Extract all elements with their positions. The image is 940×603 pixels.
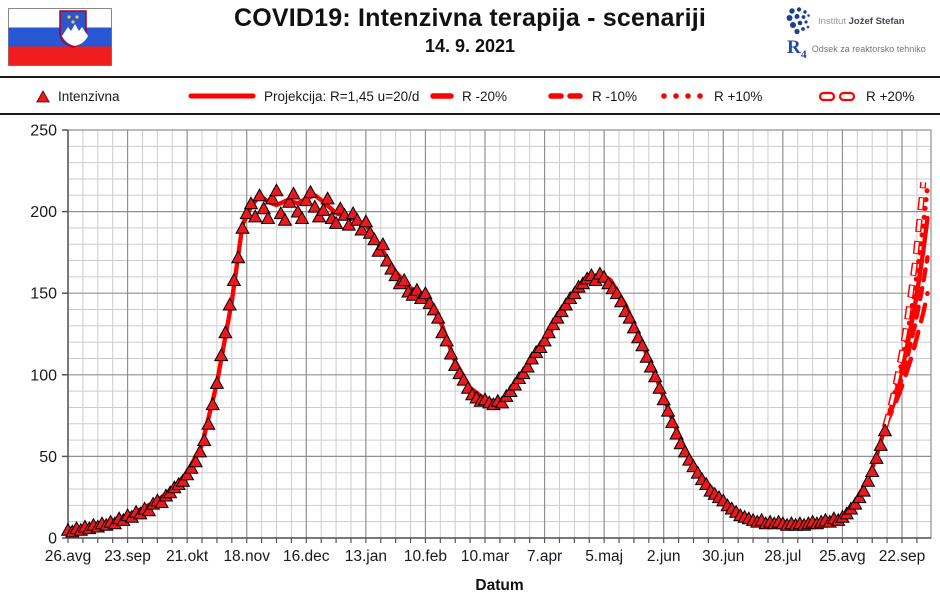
double-dash-icon	[548, 93, 583, 99]
svg-text:21.okt: 21.okt	[166, 548, 209, 565]
institute-name: Institut Jožef Stefan	[818, 15, 905, 27]
svg-text:22.sep: 22.sep	[879, 548, 926, 565]
svg-text:50: 50	[39, 449, 57, 466]
svg-text:250: 250	[30, 123, 57, 140]
legend-item-label: Intenzivna	[58, 88, 120, 104]
svg-text:13.jan: 13.jan	[345, 548, 387, 565]
institute-dots-icon	[786, 7, 810, 35]
svg-text:Datum: Datum	[475, 577, 523, 594]
slovenia-coat-of-arms-icon	[59, 10, 88, 48]
slovenia-flag	[8, 8, 112, 66]
legend-bar: Intenzivna Projekcija: R=1,45 u=20/d R -…	[0, 78, 940, 115]
svg-text:10.feb: 10.feb	[404, 548, 447, 565]
svg-text:26.avg: 26.avg	[45, 548, 92, 565]
legend-item-r-minus-20: R -20%	[430, 87, 507, 105]
svg-text:23.sep: 23.sep	[104, 548, 151, 565]
svg-text:18.nov: 18.nov	[223, 548, 270, 565]
svg-text:28.jul: 28.jul	[764, 548, 801, 565]
svg-text:0: 0	[48, 531, 57, 548]
chart-area: 0 50 100 150 200 250 26.avg 23.sep 21.okt 18.nov 1…	[0, 115, 940, 603]
institute-logo: Institut Jožef Stefan R4 Odsek za reakto…	[785, 6, 930, 60]
page-date: 14. 9. 2021	[424, 36, 516, 56]
svg-text:150: 150	[30, 286, 57, 303]
svg-text:25.avg: 25.avg	[819, 548, 866, 565]
legend-item-r-minus-10: R -10%	[548, 87, 637, 105]
legend-item-r-plus-10: R +10%	[658, 87, 762, 105]
svg-text:7.apr: 7.apr	[527, 548, 562, 565]
svg-text:200: 200	[30, 204, 57, 221]
legend-item-label: R +10%	[714, 88, 763, 104]
legend-item-r-plus-20: R +20%	[818, 87, 914, 105]
single-dash-icon	[430, 93, 454, 99]
triangle-marker-icon	[36, 89, 50, 102]
solid-line-icon	[188, 93, 256, 99]
legend-item-intenzivna: Intenzivna	[36, 87, 120, 105]
svg-text:30.jun: 30.jun	[702, 548, 744, 565]
dots-line-icon	[661, 93, 703, 99]
svg-text:5.maj: 5.maj	[585, 548, 623, 565]
svg-text:10.mar: 10.mar	[461, 548, 509, 565]
header: COVID19: Intenzivna terapija - scenariji…	[0, 0, 940, 78]
svg-text:100: 100	[30, 367, 57, 384]
hollow-dash-icon	[818, 91, 856, 101]
svg-text:2.jun: 2.jun	[647, 548, 681, 565]
r4-department-icon: R4	[787, 37, 807, 61]
legend-item-label: R -10%	[592, 88, 638, 104]
legend-item-label: Projekcija: R=1,45 u=20/d	[264, 88, 420, 104]
legend-item-label: R +20%	[866, 88, 915, 104]
svg-text:16.dec: 16.dec	[283, 548, 330, 565]
icu-scenarios-chart: 0 50 100 150 200 250 26.avg 23.sep 21.okt 18.nov 1…	[30, 123, 932, 594]
department-name: Odsek za reaktorsko tehniko	[811, 43, 926, 54]
legend-item-label: R -20%	[462, 88, 508, 104]
page-title: COVID19: Intenzivna terapija - scenariji	[233, 4, 707, 32]
legend-item-projekcija: Projekcija: R=1,45 u=20/d	[188, 87, 419, 105]
